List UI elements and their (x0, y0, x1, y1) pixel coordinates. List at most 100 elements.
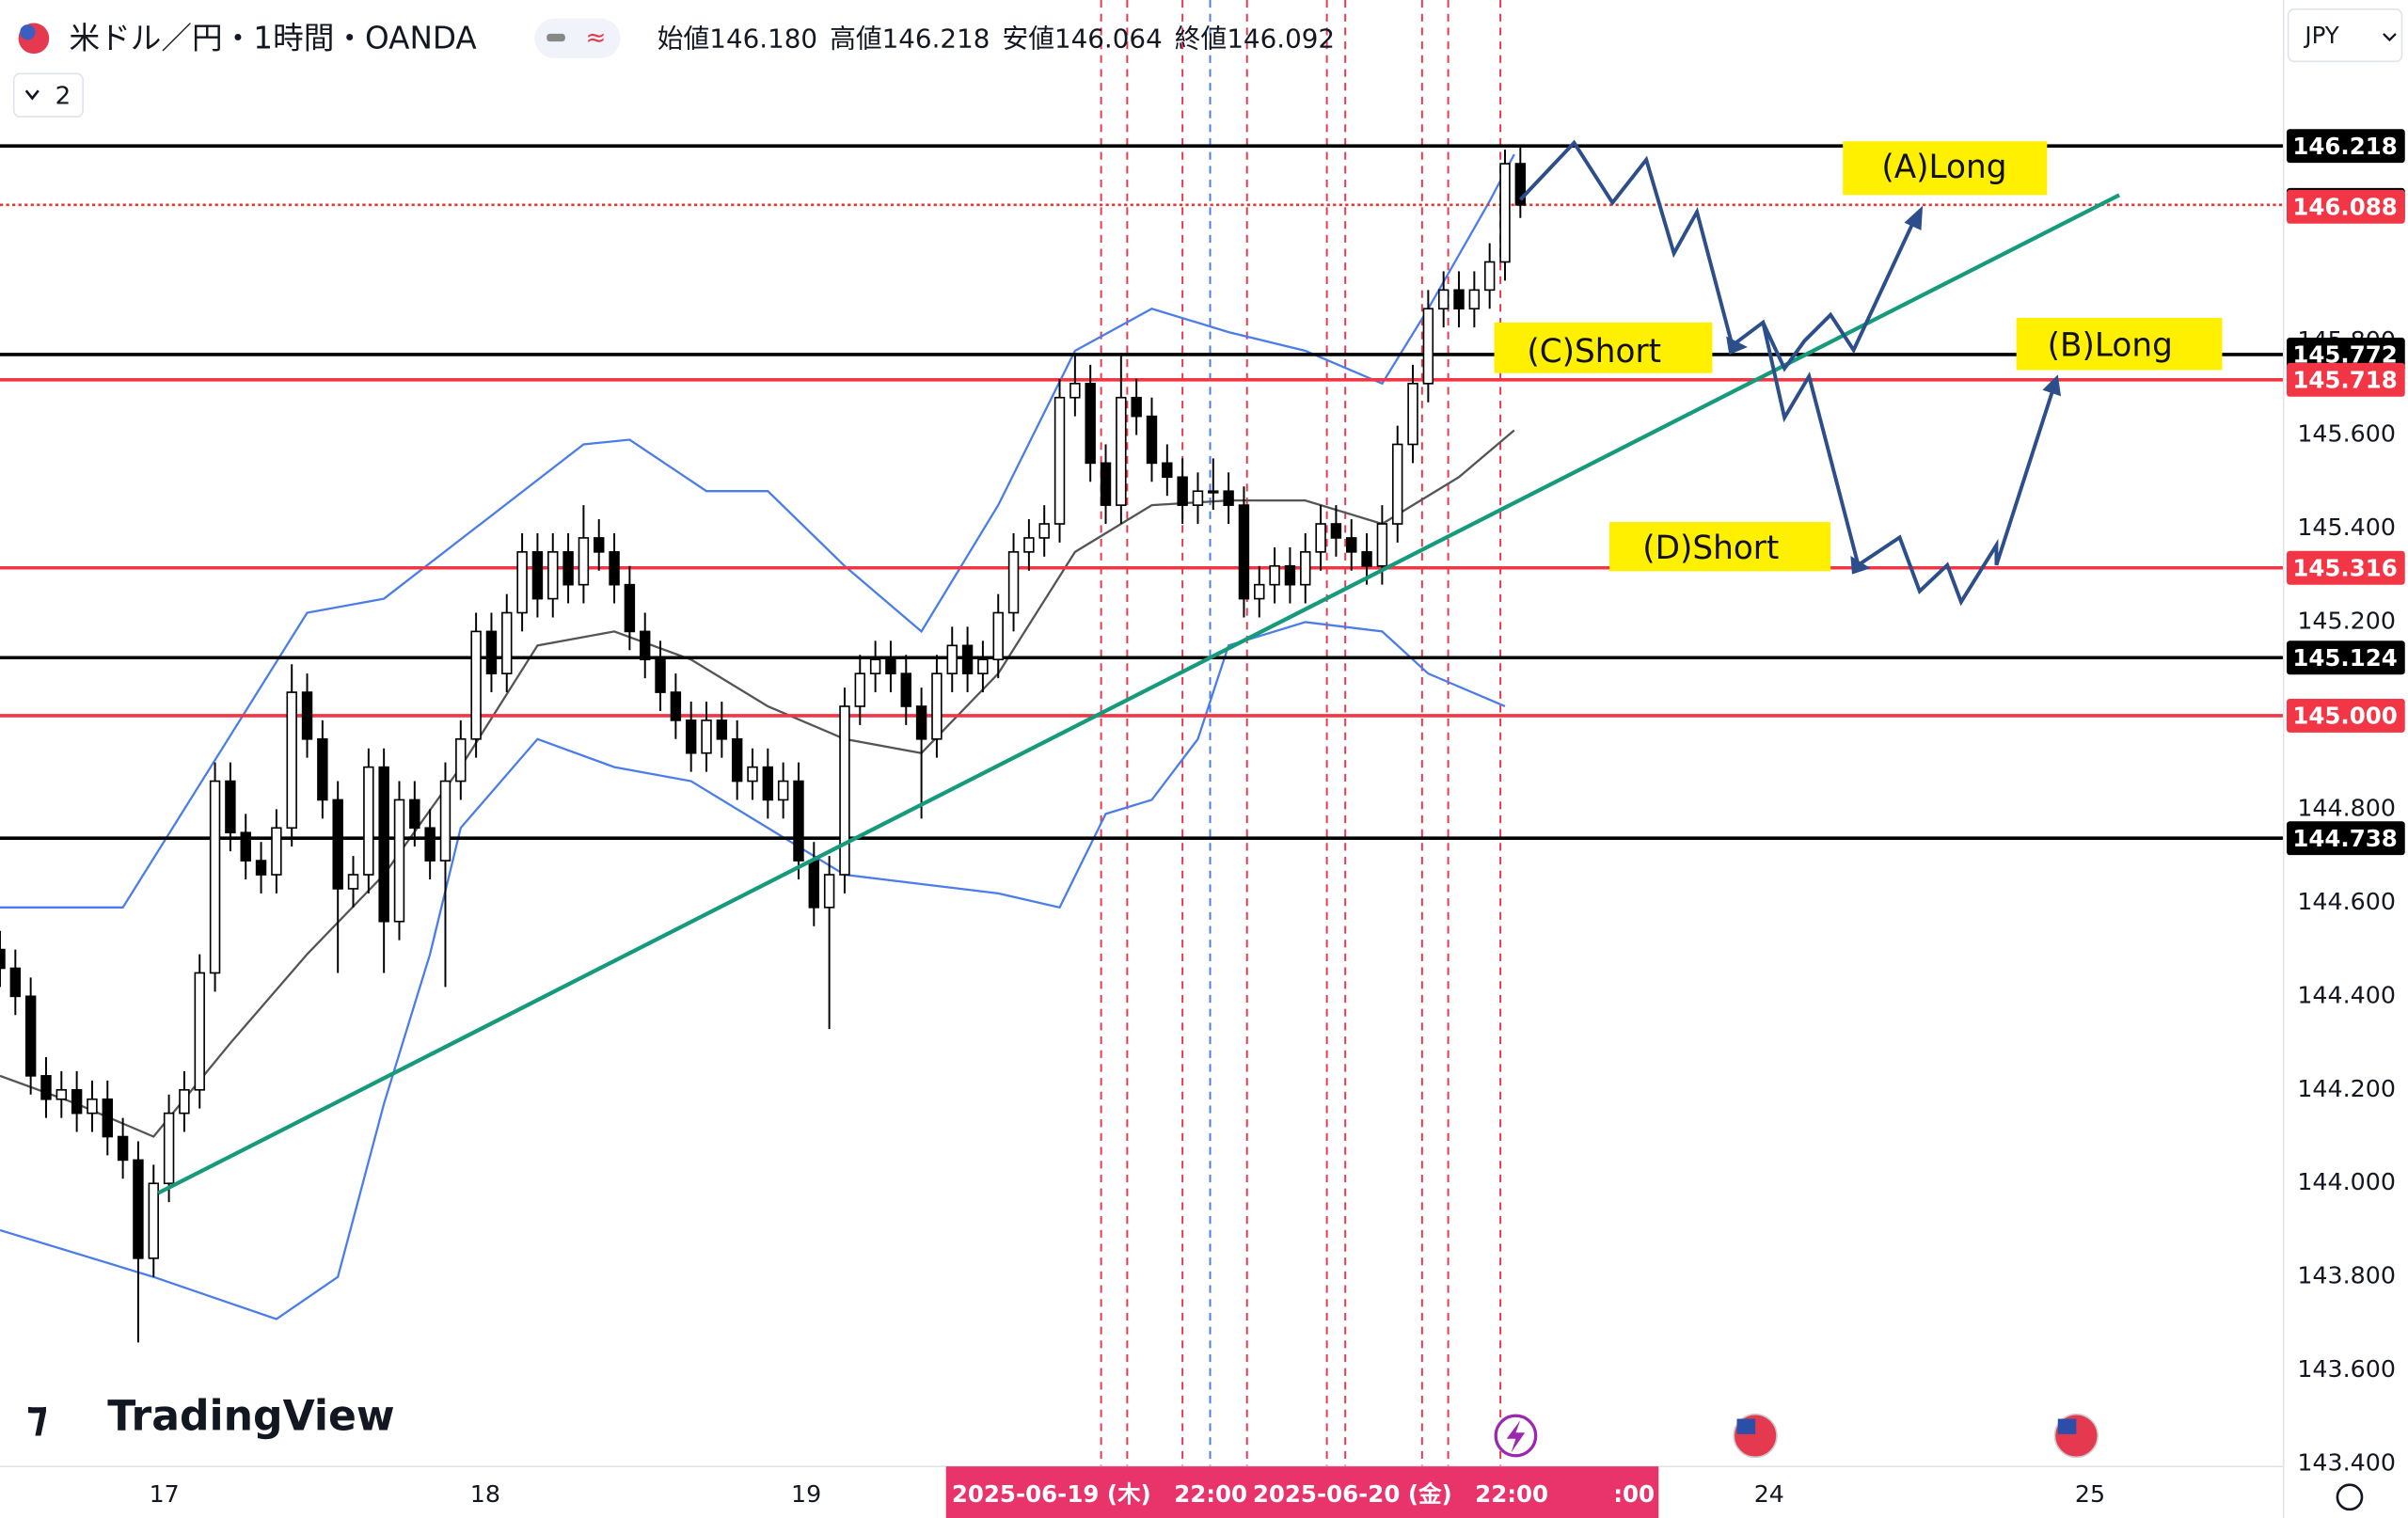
price-tag (2287, 640, 2405, 675)
x-tick-label: 24 (1754, 1480, 1784, 1508)
price-tag (2287, 362, 2405, 397)
candle-body (900, 672, 911, 707)
x-tick-label: 18 (470, 1480, 500, 1508)
status-icon (547, 33, 565, 42)
candle-body (961, 644, 974, 674)
candle-body (1146, 415, 1158, 465)
y-tick-label: 144.000 (2297, 1168, 2396, 1195)
price-tag (2287, 698, 2405, 733)
candle-body (133, 1159, 144, 1259)
price-tag (2287, 550, 2405, 585)
y-tick-label: 145.400 (2297, 514, 2396, 541)
ohlc-value: 146.218 (882, 23, 990, 54)
candle-body (1085, 382, 1096, 465)
annotation: (B)Long (2048, 326, 2173, 364)
ohlc-value: 146.064 (1054, 23, 1163, 54)
event-icons (1494, 1413, 2099, 1459)
candle-body (1254, 583, 1265, 600)
currency: JPY (2303, 22, 2338, 49)
candle-body (1007, 551, 1020, 614)
candle-body (501, 611, 513, 674)
candle-body (516, 551, 528, 614)
arrow-head (1850, 556, 1871, 575)
settings-button[interactable] (2336, 1483, 2364, 1511)
x-tick-label: 19 (791, 1480, 821, 1508)
candle-body (1346, 537, 1357, 553)
candle-body (1238, 504, 1250, 600)
candle-body (578, 537, 590, 586)
candle-body (1361, 551, 1372, 567)
candle-body (977, 658, 989, 674)
time-label-box (945, 1466, 1659, 1518)
candle-body (1269, 564, 1280, 586)
candle-body (1468, 289, 1481, 310)
time-markers (1100, 0, 1502, 1467)
candle-body (87, 1098, 98, 1115)
price-tag (2287, 189, 2405, 224)
time-label: 2025-06-19 (木) 22:00 (952, 1480, 1247, 1508)
candle-body (485, 630, 498, 674)
y-tick-label: 144.400 (2297, 981, 2396, 1008)
candle-body (409, 799, 420, 830)
candle-body (609, 551, 620, 586)
candle-body (102, 1098, 113, 1138)
forecast-path (1857, 383, 2057, 607)
candle-body (163, 1112, 175, 1185)
candle-body (9, 967, 22, 998)
candle-body (793, 780, 804, 862)
forecast-paths (1518, 139, 2057, 607)
candle-body (1483, 261, 1496, 292)
annotations: (A)Long (C)Short (B)Long (D)Short (1494, 141, 2223, 572)
time-label: :00 (1613, 1480, 1655, 1508)
event-icon (1506, 1420, 1526, 1453)
candle-body (1069, 382, 1081, 399)
candle-body (40, 1075, 52, 1100)
candle-body (1499, 163, 1511, 263)
candle-body (808, 860, 820, 909)
annotation: (A)Long (1881, 149, 2006, 186)
candle-body (347, 874, 359, 890)
candle-body (194, 972, 205, 1091)
candle-body (225, 780, 236, 834)
indicator-toggle[interactable] (12, 72, 84, 118)
candle-body (1192, 490, 1204, 506)
price-tag-label: 145.000 (2292, 703, 2397, 730)
candle-body (470, 630, 482, 740)
annotation-box (2016, 317, 2223, 371)
currency-button[interactable] (2287, 8, 2403, 63)
logo-mark: ⁊ (26, 1391, 48, 1441)
candle-body (1330, 523, 1342, 539)
candle-body (823, 874, 835, 909)
y-tick-label: 143.800 (2297, 1262, 2396, 1289)
candle-body (1223, 490, 1234, 506)
candle-body (1300, 551, 1311, 586)
candle-body (1407, 382, 1418, 446)
annotation: (C)Short (1527, 333, 1661, 371)
y-tick-label: 144.600 (2297, 888, 2396, 915)
candle-body (854, 672, 865, 707)
indicator-count: 2 (55, 82, 71, 110)
candle-body (71, 1088, 83, 1115)
price-tag-label: 144.738 (2292, 825, 2397, 852)
price-tag (2287, 129, 2405, 164)
candle-body (1023, 537, 1035, 553)
arrow-head (2042, 374, 2062, 397)
candle-body (1453, 289, 1465, 310)
candle-body (701, 719, 712, 754)
candle-body (1162, 462, 1173, 479)
header: 米ドル／円・1時間・OANDA ≈ 始値146.180 高値146.218 安値14… (12, 8, 2403, 1511)
candle-body (1100, 462, 1112, 506)
candle-body (1315, 523, 1326, 553)
y-tick-label: 145.200 (2297, 607, 2396, 634)
logo: TradingView (107, 1393, 394, 1441)
y-tick-label: 143.600 (2297, 1355, 2396, 1383)
arrow-head (1726, 336, 1748, 356)
candle-body (424, 827, 436, 862)
y-tick-label: 143.400 (2297, 1449, 2396, 1477)
event-icon (2057, 1418, 2077, 1434)
candle-body (1284, 564, 1296, 586)
plot-area (0, 144, 2284, 1343)
